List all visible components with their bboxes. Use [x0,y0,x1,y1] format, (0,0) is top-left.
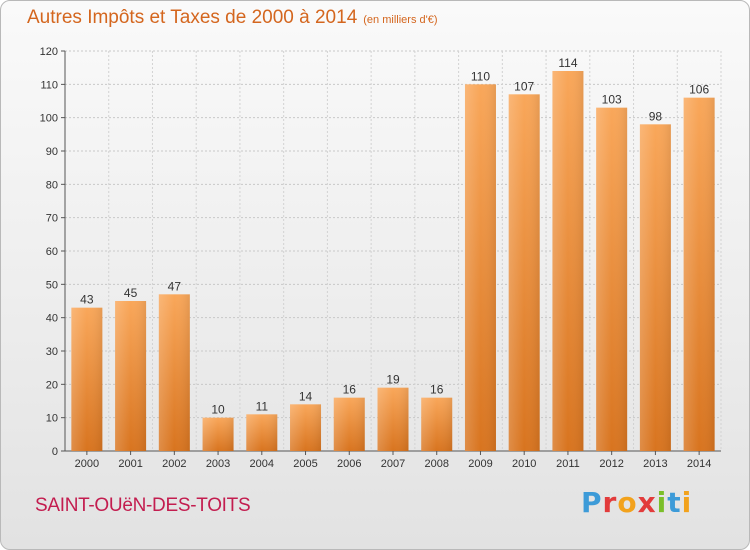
x-tick-label: 2008 [424,458,448,470]
y-tick-label: 30 [46,346,58,358]
y-tick-label: 70 [46,213,58,225]
bar-shade-2005 [290,404,322,451]
x-tick-label: 2012 [599,458,623,470]
data-labels: 43 45 47 10 11 14 16 19 16 110 107 114 103 98 106 [80,56,709,417]
y-tick-label: 20 [46,379,58,391]
x-tick-label: 2002 [162,458,186,470]
logo-letter: x [637,486,657,519]
y-tick-label: 120 [40,46,58,58]
data-label-2014: 106 [689,83,709,97]
data-label-2012: 103 [602,93,622,107]
y-tick-label: 80 [46,179,58,191]
y-tick-label: 10 [46,413,58,425]
chart-title-text: Autres Impôts et Taxes de 2000 à 2014 [27,7,358,28]
data-label-2003: 10 [211,403,225,417]
bar-shade-2006 [333,397,365,451]
data-label-2010: 107 [514,79,534,93]
data-label-2008: 16 [430,383,444,397]
chart-title: Autres Impôts et Taxes de 2000 à 2014 (en… [27,7,438,29]
bar-shade-2013 [639,124,671,451]
logo-letter: P [581,486,603,519]
chart-subtitle: (en milliers d'€) [363,14,438,26]
bar-shade-2001 [115,301,147,451]
x-tick-label: 2014 [687,458,711,470]
x-tick-label: 2013 [643,458,667,470]
x-tick-label: 2011 [556,458,580,470]
logo-letter: t [667,486,682,519]
data-label-2002: 47 [168,279,182,293]
logo-letter: o [617,486,638,519]
data-label-2011: 114 [558,56,577,70]
bar-shade-2010 [508,94,540,451]
data-label-2000: 43 [80,293,94,307]
data-label-2005: 14 [299,389,313,403]
bar-shade-2011 [552,71,584,451]
y-tick-label: 90 [46,146,58,158]
data-label-2007: 19 [386,373,400,387]
x-tick-label: 2005 [293,458,317,470]
y-tick-label: 110 [40,79,58,91]
bar-shade-2012 [596,107,628,452]
x-tick-label: 2007 [381,458,405,470]
logo-letter: i [656,486,668,519]
bar-shade-2008 [421,397,453,451]
data-label-2004: 11 [256,399,269,413]
bar-shade-2009 [464,84,496,451]
x-tick-label: 2000 [75,458,99,470]
data-label-2013: 98 [649,109,663,123]
data-label-2006: 16 [343,383,357,397]
commune-name: SAINT-OUëN-DES-TOITS [35,495,251,516]
tick-labels: 0 10 20 30 40 50 60 70 80 90 100 110 120 2000 2001 2002… [40,46,712,470]
proxiti-logo: Proxiti [581,486,692,519]
bar-shade-2003 [202,417,234,451]
x-tick-label: 2006 [337,458,361,470]
y-tick-label: 60 [46,246,58,258]
data-label-2001: 45 [124,286,138,300]
bar-shade-2004 [246,414,278,451]
logo-letter: i [681,486,693,519]
data-label-2009: 110 [471,69,490,83]
bar-shade-2002 [158,294,190,451]
x-tick-label: 2010 [512,458,536,470]
x-tick-label: 2004 [250,458,274,470]
x-tick-label: 2003 [206,458,230,470]
y-tick-label: 40 [46,313,58,325]
x-tick-label: 2001 [118,458,142,470]
logo-letter: r [602,486,618,519]
bar-shade-2000 [71,307,103,451]
bar-shade-2007 [377,387,409,451]
bars [71,71,715,452]
y-tick-label: 100 [40,113,58,125]
x-tick-label: 2009 [468,458,492,470]
y-tick-label: 0 [52,446,58,458]
y-tick-label: 50 [46,279,58,291]
bar-shade-2014 [683,97,715,452]
